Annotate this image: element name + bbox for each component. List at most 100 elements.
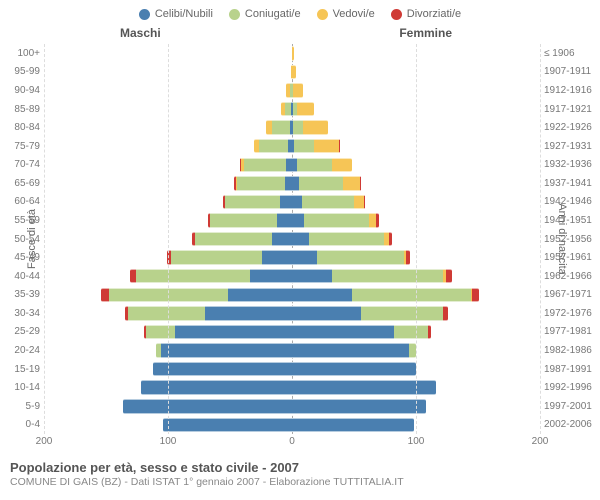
year-tick: 2002-2006	[540, 416, 600, 435]
year-tick: 1997-2001	[540, 397, 600, 416]
grid-line	[416, 44, 417, 434]
year-tick: 1932-1936	[540, 155, 600, 174]
year-axis: ≤ 19061907-19111912-19161917-19211922-19…	[540, 44, 600, 434]
bar-segment	[163, 418, 292, 432]
year-tick: 1982-1986	[540, 341, 600, 360]
bar-segment	[364, 195, 365, 209]
age-row	[44, 341, 540, 360]
year-tick: 1912-1916	[540, 81, 600, 100]
bar-segment	[175, 325, 292, 339]
legend-item: Vedovi/e	[317, 8, 375, 20]
legend-swatch	[139, 9, 150, 20]
bar-segment	[309, 232, 383, 246]
bar-segment	[292, 325, 394, 339]
female-column-header: Femmine	[399, 26, 452, 40]
year-tick: 1907-1911	[540, 63, 600, 82]
bar-segment	[250, 269, 292, 283]
year-tick: 1952-1956	[540, 230, 600, 249]
age-row	[44, 304, 540, 323]
bar-segment	[292, 269, 332, 283]
age-row	[44, 100, 540, 119]
bar-segment	[292, 213, 304, 227]
year-tick: 1962-1966	[540, 267, 600, 286]
year-tick: 1992-1996	[540, 378, 600, 397]
bar-segment	[228, 288, 292, 302]
bar-segment	[161, 343, 292, 357]
bar-segment	[272, 232, 292, 246]
age-tick: 90-94	[0, 81, 44, 100]
age-axis: 100+95-9990-9485-8980-8475-7970-7465-696…	[0, 44, 44, 434]
bar-segment	[317, 250, 404, 264]
age-tick: 60-64	[0, 193, 44, 212]
year-tick: 1947-1951	[540, 211, 600, 230]
age-row	[44, 286, 540, 305]
bar-segment	[123, 399, 292, 413]
age-row	[44, 360, 540, 379]
bar-segment	[244, 158, 286, 172]
age-tick: 0-4	[0, 416, 44, 435]
age-tick: 50-54	[0, 230, 44, 249]
year-tick: 1917-1921	[540, 100, 600, 119]
bar-segment	[280, 195, 292, 209]
chart-footer: Popolazione per età, sesso e stato civil…	[0, 454, 600, 488]
bar-segment	[376, 213, 378, 227]
age-tick: 30-34	[0, 304, 44, 323]
bar-segment	[292, 250, 317, 264]
bar-segment	[171, 250, 263, 264]
age-tick: 75-79	[0, 137, 44, 156]
bar-segment	[409, 343, 416, 357]
bar-segment	[472, 288, 479, 302]
bar-segment	[292, 46, 294, 60]
bar-segment	[339, 139, 340, 153]
male-column-header: Maschi	[120, 26, 161, 40]
bar-segment	[332, 269, 444, 283]
legend-label: Coniugati/e	[245, 8, 301, 20]
legend-label: Vedovi/e	[333, 8, 375, 20]
bar-segment	[389, 232, 393, 246]
bar-segment	[146, 325, 176, 339]
bar-segment	[428, 325, 430, 339]
bar-segment	[292, 306, 361, 320]
year-tick: 1957-1961	[540, 248, 600, 267]
age-row	[44, 155, 540, 174]
bar-segment	[292, 232, 309, 246]
grid-line	[168, 44, 169, 434]
bar-segment	[136, 269, 250, 283]
bar-segment	[406, 250, 410, 264]
year-tick: 1937-1941	[540, 174, 600, 193]
x-axis: 2001000100200	[44, 436, 540, 452]
age-row	[44, 118, 540, 137]
age-row	[44, 211, 540, 230]
legend-swatch	[391, 9, 402, 20]
bar-segment	[303, 120, 328, 134]
grid-line	[44, 44, 45, 434]
bar-segment	[443, 306, 448, 320]
bar-segment	[210, 213, 277, 227]
age-tick: 10-14	[0, 378, 44, 397]
bar-segment	[369, 213, 376, 227]
age-row	[44, 323, 540, 342]
age-tick: 100+	[0, 44, 44, 63]
bar-segment	[101, 288, 108, 302]
bar-segment	[302, 195, 354, 209]
bar-segment	[195, 232, 272, 246]
year-tick: 1922-1926	[540, 118, 600, 137]
age-tick: 70-74	[0, 155, 44, 174]
bar-segment	[141, 380, 292, 394]
x-tick: 200	[36, 436, 53, 447]
footer-subtitle: COMUNE DI GAIS (BZ) - Dati ISTAT 1° genn…	[10, 476, 590, 488]
age-row	[44, 63, 540, 82]
age-row	[44, 248, 540, 267]
bar-segment	[332, 158, 352, 172]
age-tick: 80-84	[0, 118, 44, 137]
age-tick: 5-9	[0, 397, 44, 416]
bar-segment	[292, 176, 299, 190]
age-tick: 25-29	[0, 323, 44, 342]
bar-segment	[292, 288, 352, 302]
bar-segment	[297, 158, 332, 172]
bar-segment	[153, 362, 292, 376]
year-tick: ≤ 1906	[540, 44, 600, 63]
bar-segment	[237, 176, 284, 190]
x-tick: 100	[408, 436, 425, 447]
grid-line	[540, 44, 541, 434]
